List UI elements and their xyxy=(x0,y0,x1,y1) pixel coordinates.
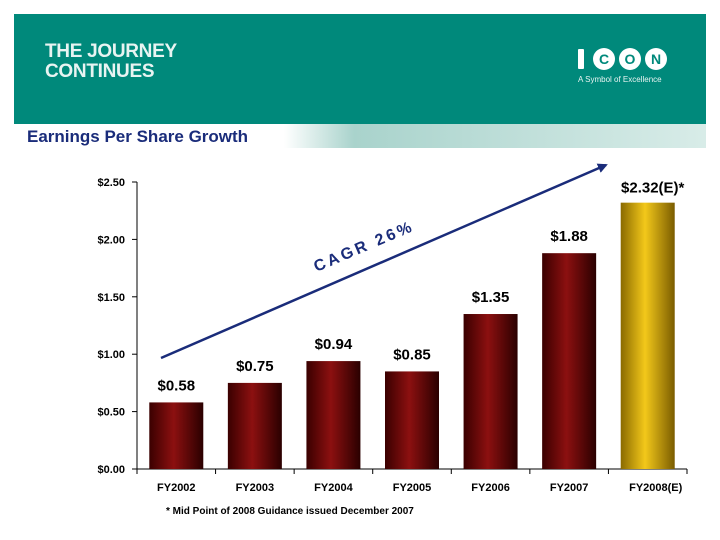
eps-bar-chart: $0.00 $0.50 $1.00 $1.50 $2.00 $2.50 FY2002 $0.… xyxy=(97,163,688,494)
bar xyxy=(227,382,282,469)
bar-estimate xyxy=(620,202,675,469)
data-label: $2.32(E)* xyxy=(621,180,685,197)
svg-text:C: C xyxy=(599,51,609,67)
footnote: * Mid Point of 2008 Guidance issued Dece… xyxy=(166,506,414,517)
svg-text:N: N xyxy=(651,51,661,67)
estimate-suffix: (E) xyxy=(668,482,683,494)
y-tick-label: $2.00 xyxy=(97,234,125,246)
page-title: Earnings Per Share Growth xyxy=(27,127,249,146)
y-tick-label: $0.50 xyxy=(97,407,125,419)
y-tick-label: $1.50 xyxy=(97,292,125,304)
data-label: $1.35 xyxy=(472,289,510,306)
bar xyxy=(463,314,518,469)
x-tick-label: FY2003 xyxy=(236,482,275,494)
x-tick-label: FY2007 xyxy=(550,482,589,494)
x-tick-label: FY2004 xyxy=(314,482,353,494)
icon-logo: C O N xyxy=(578,48,667,70)
subtitle-bar xyxy=(14,124,706,148)
header-banner xyxy=(14,14,706,124)
logo-tagline: A Symbol of Excellence xyxy=(578,75,662,84)
x-tick-label: FY2005 xyxy=(393,482,432,494)
y-tick-label: $0.00 xyxy=(97,464,125,476)
y-tick-label: $2.50 xyxy=(97,177,125,189)
bar xyxy=(542,253,597,469)
cagr-trend-arrow xyxy=(160,163,608,360)
x-tick-label: FY2006 xyxy=(471,482,510,494)
headline-line-1: THE JOURNEY xyxy=(45,41,177,62)
data-label: $0.58 xyxy=(158,377,196,394)
y-tick-label: $1.00 xyxy=(97,349,125,361)
data-label: $0.94 xyxy=(315,336,353,353)
data-label: $1.88 xyxy=(550,228,588,245)
headline: THE JOURNEY CONTINUES xyxy=(45,42,177,82)
data-label: $0.75 xyxy=(236,358,274,375)
x-tick-label: FY2002 xyxy=(157,482,196,494)
svg-text:O: O xyxy=(625,51,636,67)
cagr-annotation: CAGR 26% xyxy=(311,218,417,276)
bar xyxy=(385,371,439,469)
x-tick-label: FY2008(E) xyxy=(629,482,683,494)
headline-line-2: CONTINUES xyxy=(45,61,155,82)
data-label: $0.85 xyxy=(393,346,431,363)
bar xyxy=(149,402,204,469)
bar xyxy=(306,361,361,469)
